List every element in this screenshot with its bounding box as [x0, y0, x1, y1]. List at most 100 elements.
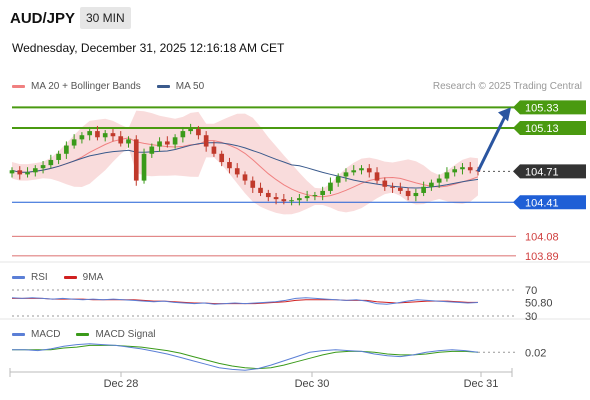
level-label-105.13: 105.13 [525, 123, 559, 135]
level-label-104.41: 104.41 [525, 197, 559, 209]
candle [71, 139, 77, 146]
candle [48, 159, 54, 166]
candle [9, 170, 15, 174]
candle [351, 170, 357, 173]
candle [460, 167, 465, 170]
candle [320, 190, 325, 196]
candle [398, 187, 403, 191]
candle [227, 162, 232, 169]
candle [265, 192, 271, 198]
candle [188, 129, 193, 132]
macd-swatch [12, 333, 25, 336]
candle [102, 133, 108, 138]
candle [234, 168, 240, 175]
candle [157, 141, 162, 147]
ma50-legend-label: MA 50 [175, 81, 205, 92]
rsi-legend: RSI 9MA [12, 272, 119, 283]
x-tick-label-Dec 30: Dec 30 [295, 378, 330, 390]
candle [250, 180, 256, 188]
rsi-9ma-legend-label: 9MA [82, 272, 104, 283]
candle [126, 139, 131, 144]
candle [172, 137, 178, 145]
candle [359, 168, 364, 171]
rsi-line [11, 297, 479, 305]
candle [312, 195, 318, 197]
level-badge-105.13 [513, 121, 586, 135]
candle [467, 167, 473, 171]
forecast-arrowhead [498, 107, 511, 122]
candle [374, 172, 380, 181]
level-badge-105.33 [513, 100, 586, 115]
candle [211, 146, 217, 154]
interval-button[interactable]: 30 MIN [80, 7, 131, 29]
candle [328, 182, 333, 191]
candle [64, 145, 69, 154]
datetime-label: Wednesday, December 31, 2025 12:16:18 AM… [12, 41, 285, 55]
candle [133, 139, 139, 181]
research-credit: Research © 2025 Trading Central [432, 81, 582, 92]
rsi-tick-30: 30 [525, 311, 537, 323]
candle [281, 199, 287, 202]
macd-legend: MACD MACD Signal [12, 329, 171, 340]
macd-line [12, 343, 479, 371]
level-label-104.08: 104.08 [525, 231, 559, 243]
candle [32, 168, 38, 173]
macd-signal-swatch [76, 333, 90, 336]
x-tick-label-Dec 31: Dec 31 [464, 378, 499, 390]
level-label-103.89: 103.89 [525, 251, 559, 263]
candle [141, 153, 147, 181]
candle [165, 141, 170, 145]
candle [203, 135, 209, 147]
candle [118, 136, 124, 144]
candle [421, 186, 426, 193]
candle [79, 135, 85, 140]
macd-signal-legend-label: MACD Signal [95, 329, 156, 340]
candle [436, 178, 442, 183]
candle [180, 131, 186, 138]
level-label-104.71: 104.71 [525, 166, 559, 178]
candle [40, 165, 46, 169]
forecast-arrow [476, 115, 507, 172]
main-legend: MA 20 + Bollinger Bands MA 50 [12, 81, 220, 92]
macd-signal-line [12, 344, 479, 370]
candle [405, 190, 411, 197]
candle [17, 170, 23, 175]
candle [297, 198, 302, 201]
candle [382, 180, 388, 187]
candle [219, 153, 225, 163]
candle [452, 169, 458, 173]
x-tick-label-Dec 28: Dec 28 [104, 378, 139, 390]
candle [413, 192, 419, 197]
candle [304, 196, 310, 199]
candle [343, 172, 349, 177]
candle [242, 174, 248, 181]
candle [56, 153, 61, 160]
candle [390, 186, 395, 188]
candle [273, 197, 279, 200]
macd-value-label: 0.02 [525, 347, 546, 359]
candle [149, 146, 155, 154]
candle [366, 168, 372, 173]
ma20-legend-label: MA 20 + Bollinger Bands [31, 81, 141, 92]
candle [444, 172, 450, 179]
ma50-swatch [156, 85, 170, 88]
rsi-swatch [12, 276, 25, 279]
rsi-value-bg [520, 295, 560, 309]
candle [95, 131, 100, 138]
level-badge-104.71 [513, 164, 586, 179]
rsi-9ma-swatch [63, 276, 77, 279]
candle [110, 133, 116, 137]
candle [25, 172, 30, 175]
symbol-title: AUD/JPY [10, 10, 76, 27]
candle [429, 182, 434, 187]
candle [335, 176, 341, 183]
candle [258, 187, 263, 193]
candle [87, 131, 92, 136]
candle [196, 129, 201, 136]
ma20-line [11, 137, 479, 198]
rsi-tick-70: 70 [525, 285, 537, 297]
level-label-105.33: 105.33 [525, 102, 559, 114]
rsi-value-label: 50.80 [525, 297, 553, 309]
macd-legend-label: MACD [31, 329, 61, 340]
